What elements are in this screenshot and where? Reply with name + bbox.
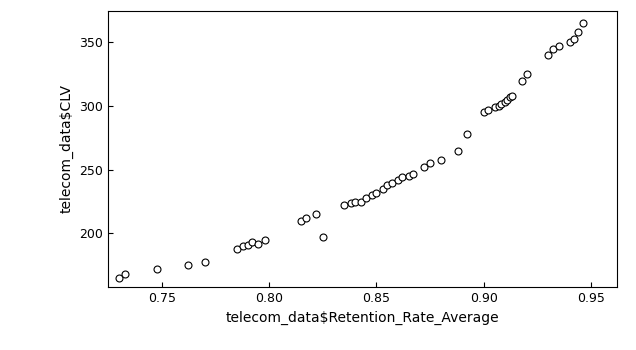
Point — [259, 237, 270, 243]
Point — [577, 20, 588, 26]
Point — [507, 93, 517, 99]
Point — [548, 46, 558, 51]
Point — [345, 200, 356, 206]
Point — [120, 272, 130, 277]
Point — [573, 29, 583, 35]
Point — [462, 131, 472, 137]
Point — [242, 242, 252, 248]
Point — [361, 195, 371, 201]
Point — [483, 107, 493, 113]
Point — [494, 103, 504, 109]
Point — [496, 101, 506, 106]
Point — [554, 43, 564, 49]
Point — [418, 164, 429, 170]
Point — [502, 97, 513, 103]
Point — [543, 52, 553, 58]
Point — [490, 105, 500, 110]
Point — [453, 148, 463, 153]
Point — [404, 173, 414, 179]
Point — [350, 199, 360, 204]
X-axis label: telecom_data$Retention_Rate_Average: telecom_data$Retention_Rate_Average — [226, 310, 499, 324]
Point — [183, 262, 193, 268]
Point — [393, 177, 403, 183]
Point — [382, 182, 392, 188]
Point — [569, 36, 579, 41]
Point — [247, 240, 257, 245]
Point — [408, 171, 418, 176]
Point — [296, 218, 307, 224]
Point — [522, 71, 532, 77]
Point — [371, 190, 382, 196]
Point — [153, 266, 163, 272]
Point — [318, 234, 328, 240]
Point — [238, 244, 249, 249]
Point — [114, 275, 124, 281]
Point — [479, 110, 489, 115]
Point — [339, 203, 349, 208]
Point — [356, 199, 366, 204]
Point — [565, 40, 575, 45]
Point — [500, 99, 510, 105]
Point — [387, 180, 397, 185]
Point — [436, 157, 446, 162]
Point — [232, 246, 242, 252]
Point — [517, 78, 527, 83]
Point — [367, 193, 377, 198]
Point — [253, 241, 263, 246]
Point — [311, 211, 321, 217]
Point — [378, 186, 388, 192]
Point — [504, 94, 515, 100]
Y-axis label: telecom_data$CLV: telecom_data$CLV — [60, 84, 74, 213]
Point — [397, 175, 407, 180]
Point — [301, 215, 311, 221]
Point — [425, 161, 435, 166]
Point — [200, 259, 210, 264]
